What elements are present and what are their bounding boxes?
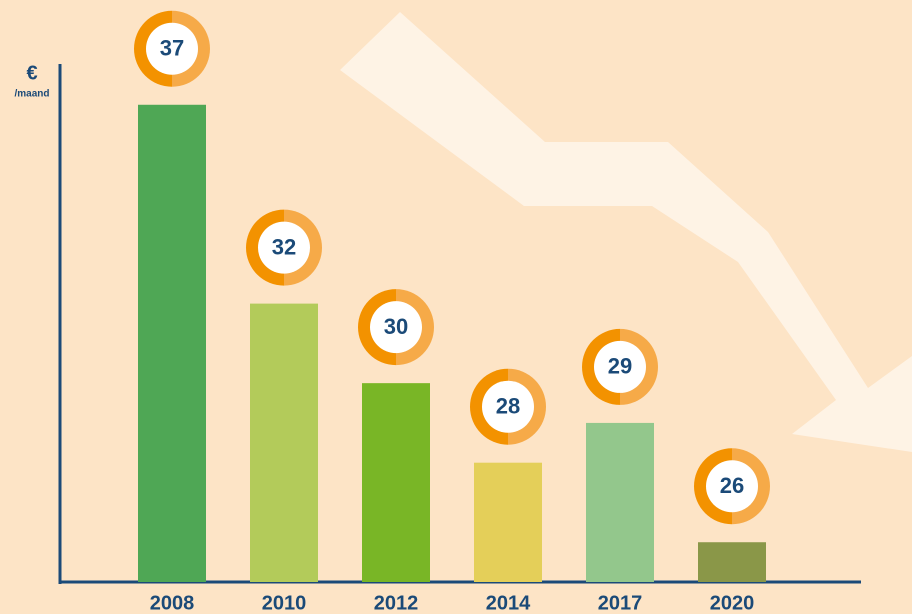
value-label: 28 — [496, 394, 520, 419]
trend-arrow — [340, 12, 912, 452]
x-tick-label: 2020 — [710, 592, 755, 614]
bar — [698, 542, 766, 582]
bar — [586, 422, 654, 582]
value-label: 30 — [384, 314, 408, 339]
badge-inner — [482, 380, 534, 433]
x-tick-label: 2008 — [150, 592, 195, 614]
x-tick-label: 2014 — [486, 592, 531, 614]
value-label: 26 — [720, 473, 744, 498]
bar — [138, 104, 206, 583]
value-label: 37 — [160, 36, 184, 61]
y-axis-unit: /maand — [14, 89, 49, 100]
bar — [250, 303, 318, 582]
value-label: 29 — [608, 354, 632, 379]
x-tick-label: 2017 — [598, 592, 643, 614]
x-tick-label: 2010 — [262, 592, 307, 614]
badge-inner — [146, 22, 198, 75]
bar — [362, 383, 430, 582]
badge-inner — [370, 301, 422, 354]
badge-inner — [258, 221, 310, 274]
badge-inner — [594, 340, 646, 393]
badge-inner — [706, 460, 758, 513]
x-tick-label: 2012 — [374, 592, 419, 614]
value-label: 32 — [272, 234, 296, 259]
bar — [474, 462, 542, 582]
y-axis-label: € — [26, 62, 37, 84]
